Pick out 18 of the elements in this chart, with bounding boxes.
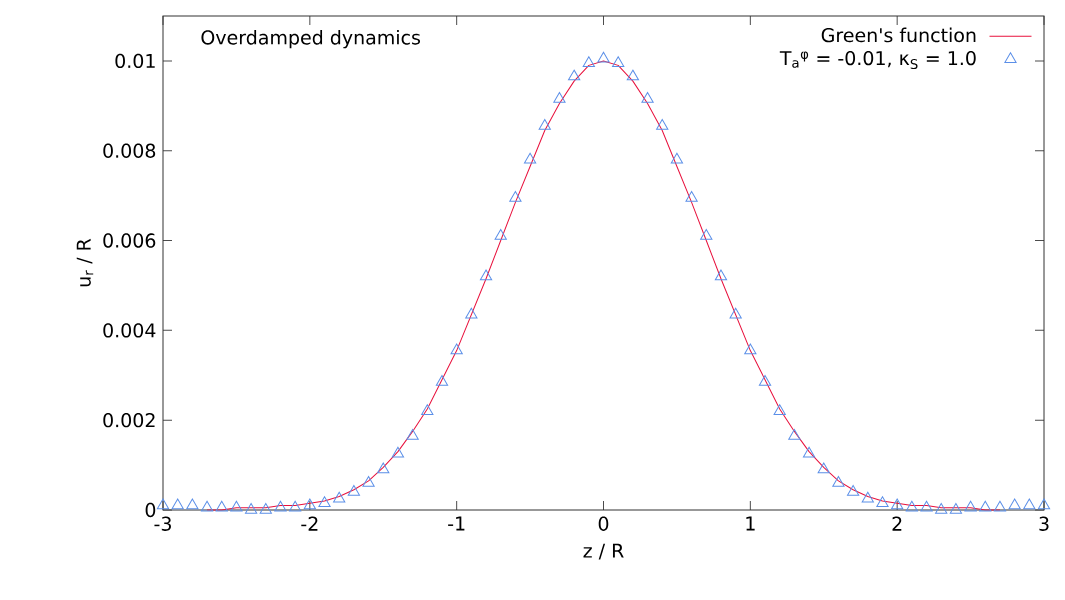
annotation: Overdamped dynamics bbox=[201, 29, 421, 49]
x-tick-label: 0 bbox=[598, 516, 609, 531]
y-tick-label: 0.008 bbox=[103, 143, 156, 158]
legend-label: T$_{a}$$^{φ}$ = -0.01, κ$_{S}$ = 1.0 bbox=[779, 50, 976, 70]
y-tick-label: 0 bbox=[145, 502, 156, 518]
x-tick-label: -1 bbox=[448, 516, 465, 531]
x-tick-label: 2 bbox=[892, 516, 902, 531]
x-tick-label: -3 bbox=[154, 516, 171, 531]
y-tick-label: 0.01 bbox=[115, 53, 155, 69]
y-axis-title: u$_{r}$ / R bbox=[76, 238, 94, 287]
y-tick-label: 0.002 bbox=[103, 413, 155, 428]
legend-label: Green's function bbox=[821, 27, 976, 43]
x-tick-label: -2 bbox=[301, 516, 318, 531]
x-tick-label: 3 bbox=[1039, 516, 1049, 531]
x-axis-title: z / R bbox=[583, 543, 624, 560]
x-tick-label: 1 bbox=[746, 516, 755, 531]
y-tick-label: 0.006 bbox=[103, 233, 156, 248]
y-tick-label: 0.004 bbox=[103, 323, 156, 338]
